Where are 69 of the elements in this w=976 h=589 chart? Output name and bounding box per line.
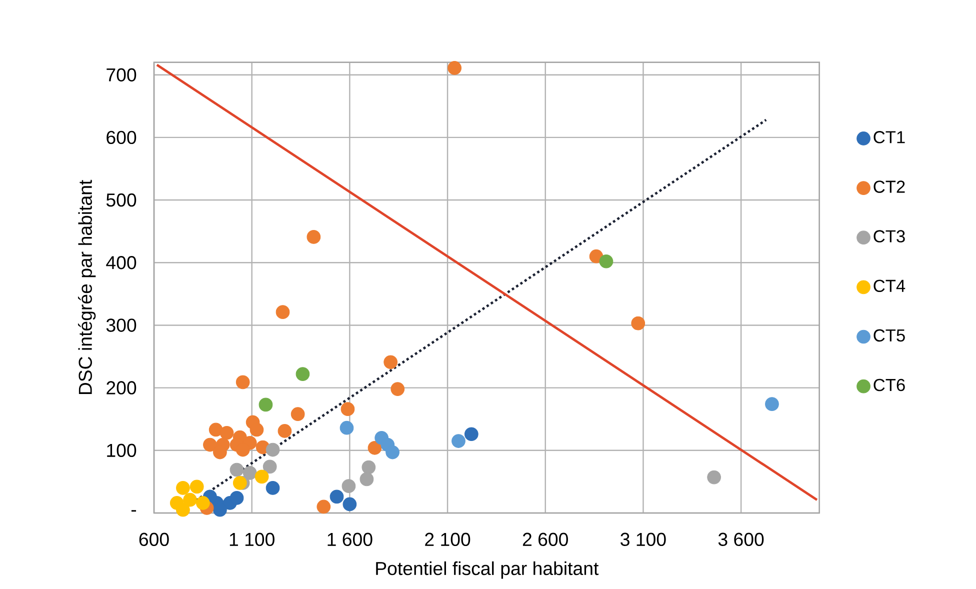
point [266,481,280,495]
legend-label: CT6 [874,378,905,392]
point [220,426,234,440]
x-axis-title: Potentiel fiscal par habitant [376,561,599,579]
point [213,445,227,460]
legend-label: CT4 [874,280,906,292]
point [236,375,250,390]
point [278,424,292,438]
legend-label: CT2 [874,180,905,193]
legend-label: CT3 [874,230,905,242]
x-tick-label: 2 100 [425,532,470,546]
point [362,460,376,474]
y-tick-label: 400 [106,256,136,270]
point [765,397,779,412]
point [342,479,356,494]
point [232,476,247,490]
point [262,460,277,474]
point [368,440,382,455]
x-tick-label: 1 100 [230,532,274,546]
y-tick-label: 500 [106,193,136,207]
point [330,490,344,504]
point [340,420,354,435]
point [464,427,478,442]
point [316,500,331,514]
point [196,496,210,510]
point [386,445,400,460]
y-tick-label: 600 [106,130,136,144]
point [306,230,321,244]
point [599,254,614,268]
point [390,382,405,396]
point [342,497,357,512]
point [230,491,244,505]
point [258,398,273,412]
point [176,502,190,517]
point [250,422,264,437]
point [190,480,204,494]
y-tick-label: 700 [106,68,136,82]
y-axis-title: DSC intégrée par habitant [78,180,96,394]
point [208,422,223,437]
point [384,355,398,370]
point [360,472,374,486]
point [203,438,217,452]
x-tick-label: 1 600 [328,532,372,546]
point [296,367,310,381]
point [176,481,190,495]
x-tick-label: 2 600 [522,532,568,546]
x-tick-label: 3 100 [620,532,666,546]
legend-label: CT5 [874,329,905,342]
y-tick-label: - [131,510,136,512]
y-tick-label: 100 [107,444,136,458]
point [340,402,355,416]
x-tick-label: 3 600 [718,532,764,546]
y-tick-label: 300 [106,318,136,332]
point [631,316,646,330]
point [242,466,257,480]
point [290,407,305,422]
y-tick-label: 200 [106,381,136,394]
point [707,470,721,484]
point [254,470,269,484]
point [452,434,466,448]
point [230,462,244,477]
point [448,61,462,75]
point [589,249,604,264]
point [213,502,227,517]
legend-label: CT1 [874,131,905,144]
point [276,305,290,320]
point [266,442,280,457]
x-tick-label: 600 [139,532,169,546]
point [183,492,197,507]
